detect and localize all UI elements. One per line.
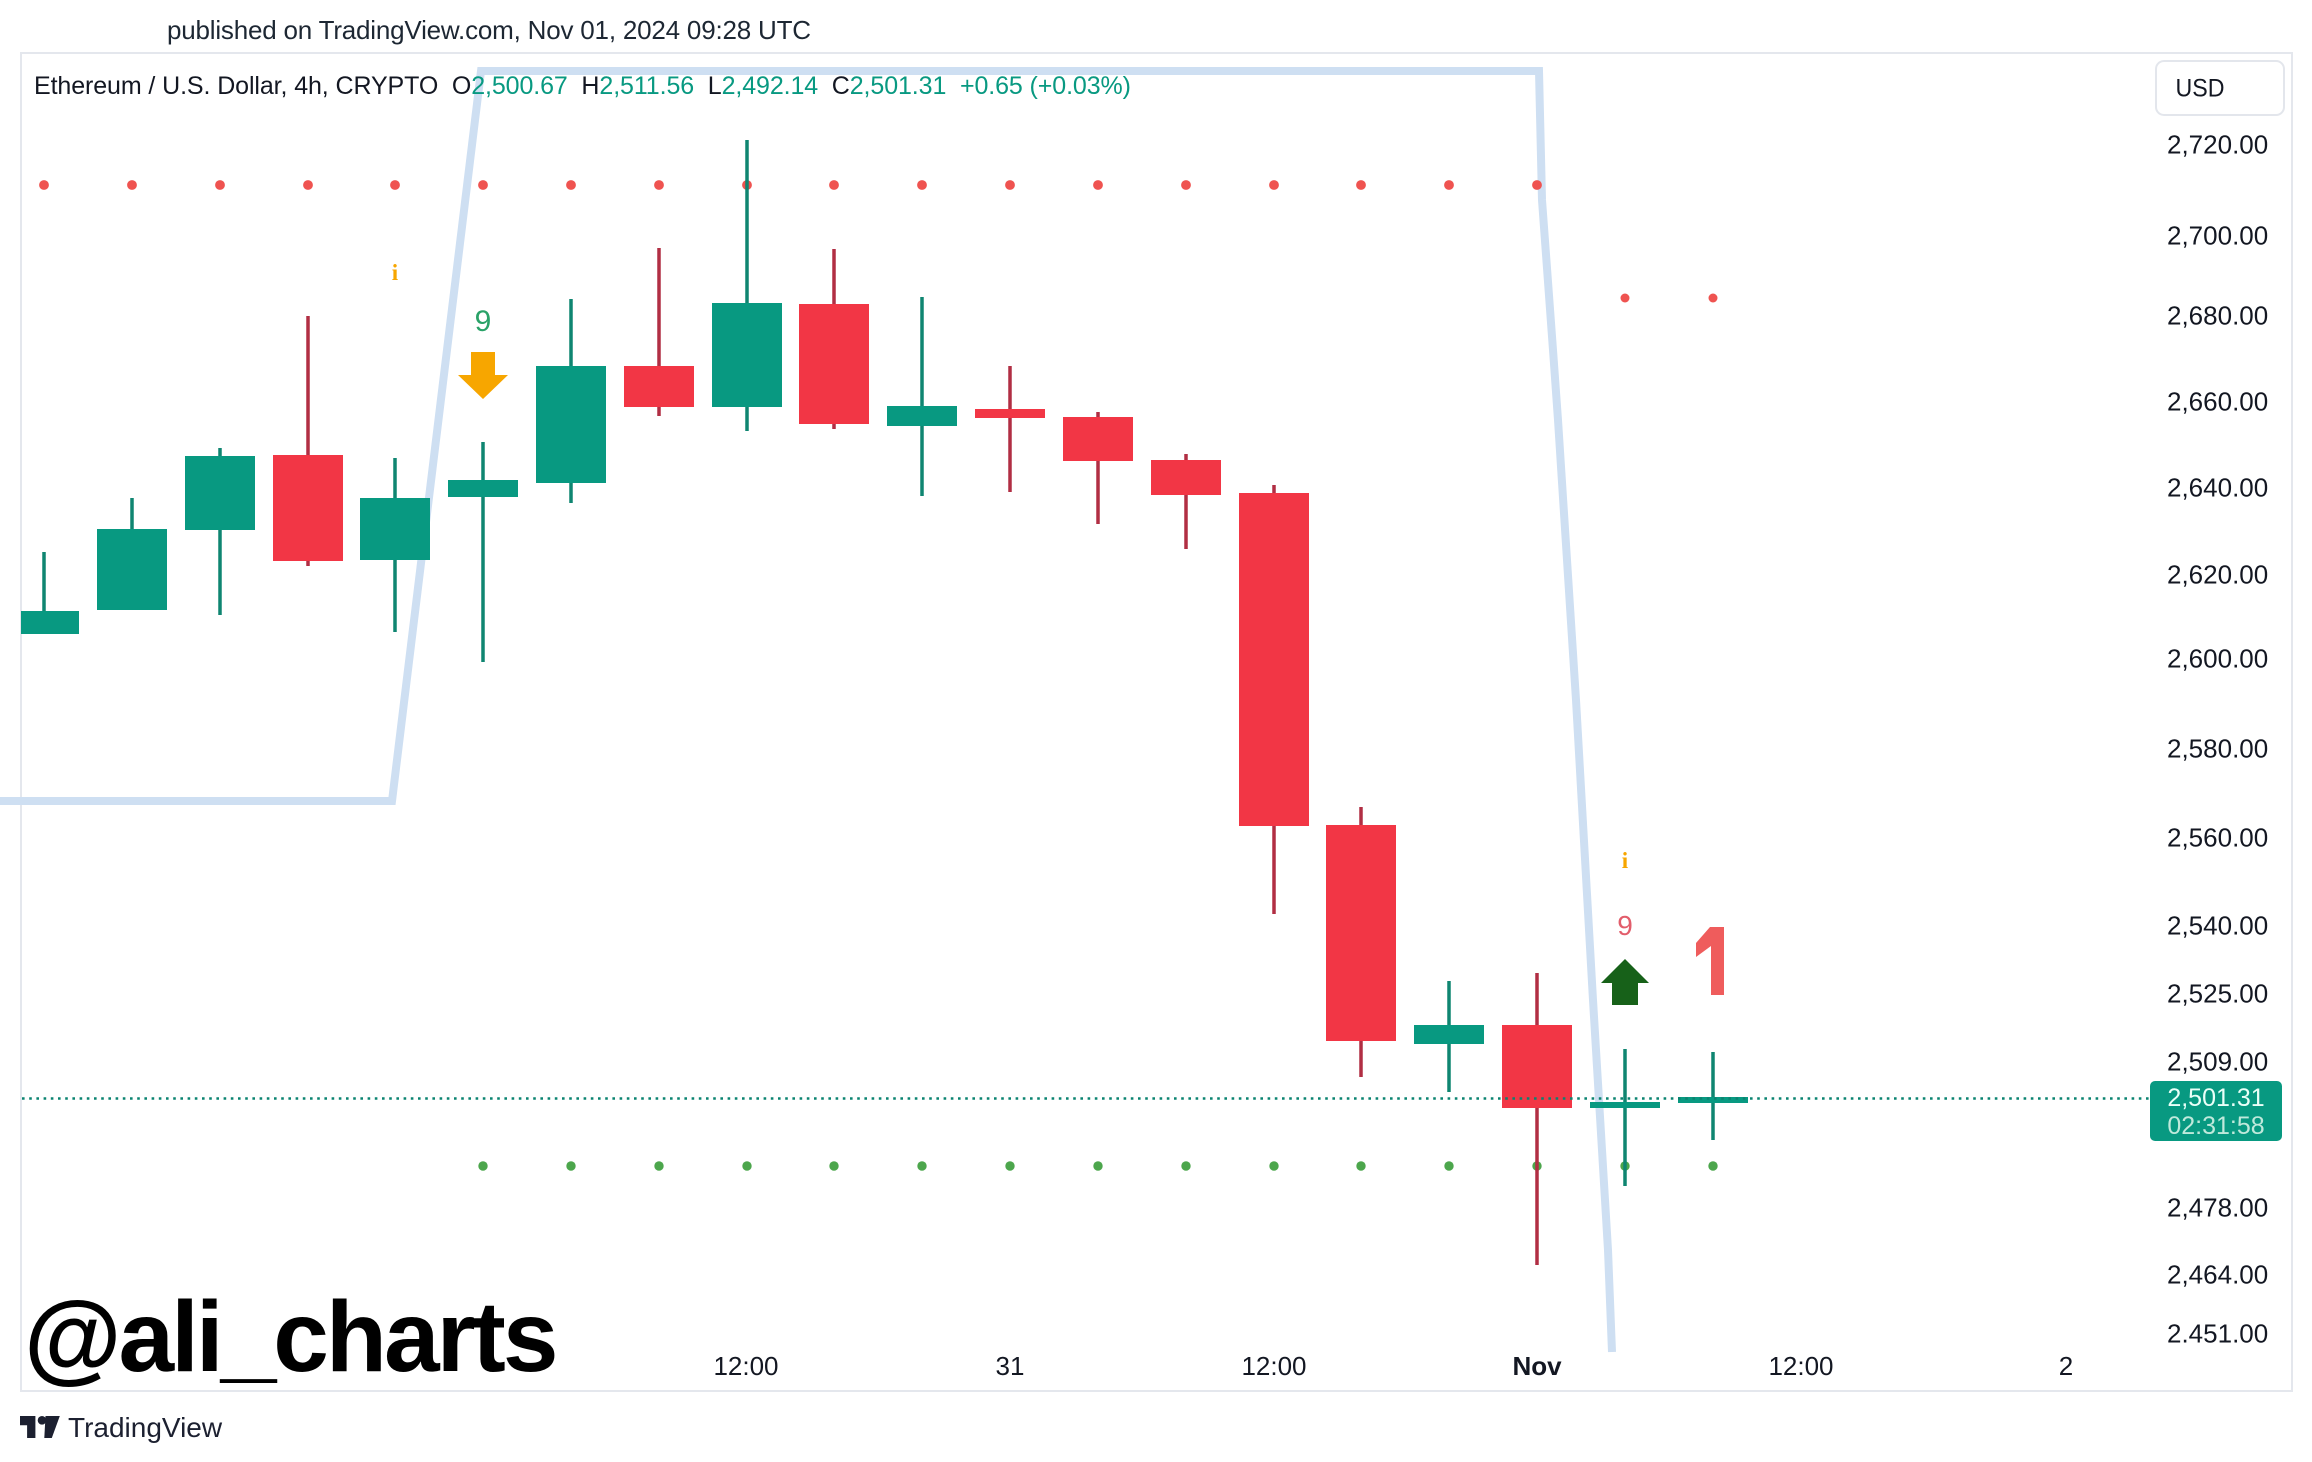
svg-text:Nov: Nov (1512, 1351, 1562, 1381)
svg-text:9: 9 (1617, 910, 1633, 941)
svg-text:2,525.00: 2,525.00 (2167, 979, 2268, 1009)
svg-text:12:00: 12:00 (713, 1351, 778, 1381)
svg-text:2.451.00: 2.451.00 (2167, 1319, 2268, 1349)
svg-text:02:31:58: 02:31:58 (2167, 1112, 2264, 1140)
svg-text:i: i (392, 260, 399, 285)
svg-text:12:00: 12:00 (1768, 1351, 1833, 1381)
svg-text:2,720.00: 2,720.00 (2167, 130, 2268, 160)
svg-text:2: 2 (2059, 1351, 2073, 1381)
svg-text:2,478.00: 2,478.00 (2167, 1193, 2268, 1223)
svg-text:2,620.00: 2,620.00 (2167, 560, 2268, 590)
svg-text:published on TradingView.com,: published on TradingView.com, Nov 01, 20… (167, 15, 811, 45)
svg-text:2,600.00: 2,600.00 (2167, 644, 2268, 674)
svg-text:2,680.00: 2,680.00 (2167, 301, 2268, 331)
svg-text:i: i (1622, 848, 1629, 873)
svg-text:2,560.00: 2,560.00 (2167, 823, 2268, 853)
svg-text:12:00: 12:00 (1241, 1351, 1306, 1381)
svg-text:2,540.00: 2,540.00 (2167, 911, 2268, 941)
svg-text:2,464.00: 2,464.00 (2167, 1260, 2268, 1290)
svg-text:2,580.00: 2,580.00 (2167, 734, 2268, 764)
svg-text:2,660.00: 2,660.00 (2167, 387, 2268, 417)
svg-text:2,640.00: 2,640.00 (2167, 473, 2268, 503)
svg-text:9: 9 (475, 305, 492, 338)
svg-text:2,509.00: 2,509.00 (2167, 1047, 2268, 1077)
svg-text:2,700.00: 2,700.00 (2167, 221, 2268, 251)
svg-text:2,501.31: 2,501.31 (2167, 1084, 2264, 1112)
svg-text:@ali_charts: @ali_charts (24, 1281, 555, 1393)
svg-text:Ethereum / U.S. Dollar, 4h, CR: Ethereum / U.S. Dollar, 4h, CRYPTO O2,50… (34, 72, 1131, 100)
svg-text:TradingView: TradingView (68, 1412, 223, 1443)
svg-text:USD: USD (2176, 75, 2225, 103)
svg-text:31: 31 (996, 1351, 1025, 1381)
